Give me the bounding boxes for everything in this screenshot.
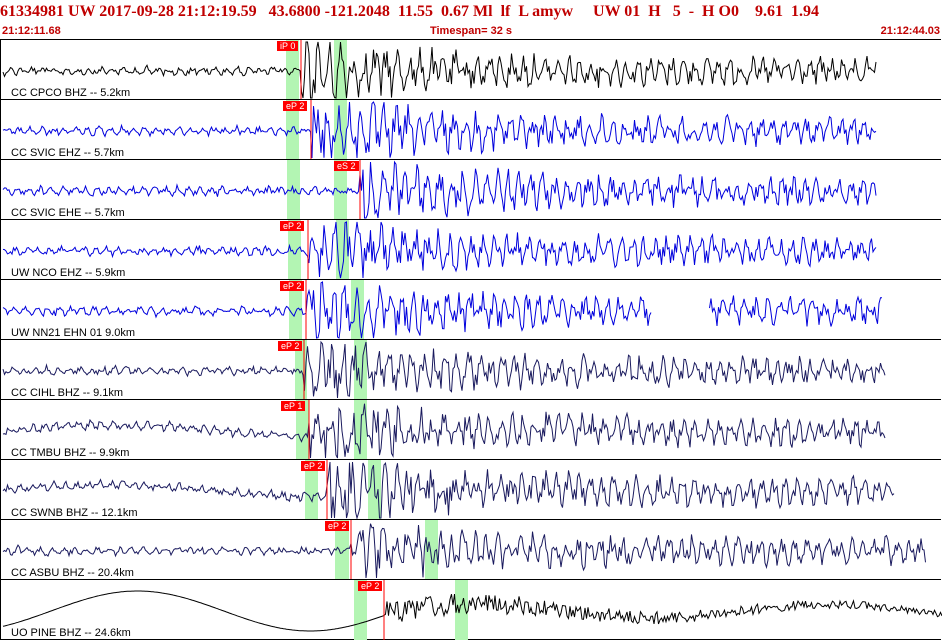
time-window-highlight: [289, 280, 302, 340]
time-window-highlight: [334, 40, 347, 100]
seismogram-plot: [2, 40, 877, 100]
seismogram-plot: [2, 460, 895, 520]
trace-panel[interactable]: eS 2 CC SVIC EHE -- 5.7km: [0, 159, 941, 220]
time-window-highlight: [425, 520, 438, 580]
phase-pick-label[interactable]: iP 0: [277, 41, 299, 51]
waveform-trace: [2, 461, 895, 520]
channel-label: UO PINE BHZ -- 24.6km: [11, 627, 131, 639]
seismogram-plot: [2, 520, 926, 580]
trace-panel[interactable]: eP 2 CC ASBU BHZ -- 20.4km: [0, 519, 941, 580]
seismogram-plot: [2, 340, 886, 400]
time-window-highlight: [296, 400, 309, 460]
waveform-trace: [2, 41, 877, 99]
waveform-trace: [2, 281, 882, 339]
phase-pick-label[interactable]: eP 2: [301, 461, 326, 471]
seismogram-plot: [2, 280, 882, 340]
waveform-trace: [2, 403, 886, 459]
channel-label: CC CPCO BHZ -- 5.2km: [11, 87, 131, 99]
seismogram-plot: [2, 220, 877, 280]
waveform-trace: [2, 523, 926, 579]
time-window-highlight: [455, 580, 468, 640]
channel-label: CC ASBU BHZ -- 20.4km: [11, 567, 134, 579]
waveform-trace: [2, 101, 877, 159]
waveform-trace: [2, 221, 877, 279]
timespan-label: Timespan= 32 s: [429, 25, 513, 37]
trace-panel[interactable]: iP 0 CC CPCO BHZ -- 5.2km: [0, 39, 941, 100]
end-time: 21:12:44.03: [880, 25, 940, 37]
seismogram-plot: [2, 580, 942, 640]
channel-label: CC SVIC EHZ -- 5.7km: [11, 147, 125, 159]
time-window-highlight: [286, 40, 299, 100]
waveform-trace: [2, 590, 942, 632]
trace-panel[interactable]: eP 1 CC TMBU BHZ -- 9.9km: [0, 399, 941, 460]
event-summary-line: 61334981 UW 2017-09-28 21:12:19.59 43.68…: [0, 3, 819, 20]
trace-panel[interactable]: eP 2 CC SWNB BHZ -- 12.1km: [0, 459, 941, 520]
channel-label: CC TMBU BHZ -- 9.9km: [11, 447, 130, 459]
trace-panel[interactable]: eP 2 UO PINE BHZ -- 24.6km: [0, 579, 942, 640]
seismogram-plot: [2, 100, 877, 160]
waveform-trace: [2, 340, 886, 399]
seismogram-plot: [2, 400, 886, 460]
trace-panel[interactable]: eP 2 CC CIHL BHZ -- 9.1km: [0, 339, 941, 400]
phase-pick-label[interactable]: eP 2: [358, 581, 383, 591]
start-time: 21:12:11.68: [2, 25, 61, 37]
channel-label: CC CIHL BHZ -- 9.1km: [11, 387, 124, 399]
seismogram-plot: [2, 160, 877, 220]
time-window-highlight: [354, 580, 367, 640]
channel-label: UW NCO EHZ -- 5.9km: [11, 267, 126, 279]
trace-panel[interactable]: eP 2 CC SVIC EHZ -- 5.7km: [0, 99, 941, 160]
phase-pick-label[interactable]: eS 2: [334, 161, 359, 171]
waveform-trace: [2, 160, 877, 219]
phase-pick-label[interactable]: eP 2: [325, 521, 350, 531]
phase-pick-label[interactable]: eP 2: [283, 101, 308, 111]
channel-label: CC SVIC EHE -- 5.7km: [11, 207, 125, 219]
channel-label: UW NN21 EHN 01 9.0km: [11, 327, 136, 339]
phase-pick-label[interactable]: eP 2: [280, 221, 305, 231]
trace-panel[interactable]: eP 2 UW NCO EHZ -- 5.9km: [0, 219, 941, 280]
seismogram-panels: iP 0 CC CPCO BHZ -- 5.2km eP 2 CC SVIC EHZ …: [0, 39, 942, 640]
time-window-highlight: [286, 100, 299, 160]
channel-label: CC SWNB BHZ -- 12.1km: [11, 507, 138, 519]
time-window-highlight: [305, 460, 318, 520]
phase-pick-label[interactable]: eP 2: [280, 281, 305, 291]
time-window-highlight: [288, 220, 301, 280]
time-window-highlight: [334, 160, 347, 220]
time-window-highlight: [336, 220, 349, 280]
phase-pick-label[interactable]: eP 2: [278, 341, 303, 351]
trace-panel[interactable]: eP 2 UW NN21 EHN 01 9.0km: [0, 279, 941, 340]
event-header: 61334981 UW 2017-09-28 21:12:19.59 43.68…: [0, 0, 942, 38]
time-window-highlight: [351, 280, 364, 340]
time-window-highlight: [354, 340, 367, 400]
time-window-highlight: [335, 520, 349, 580]
phase-pick-label[interactable]: eP 1: [281, 401, 306, 411]
